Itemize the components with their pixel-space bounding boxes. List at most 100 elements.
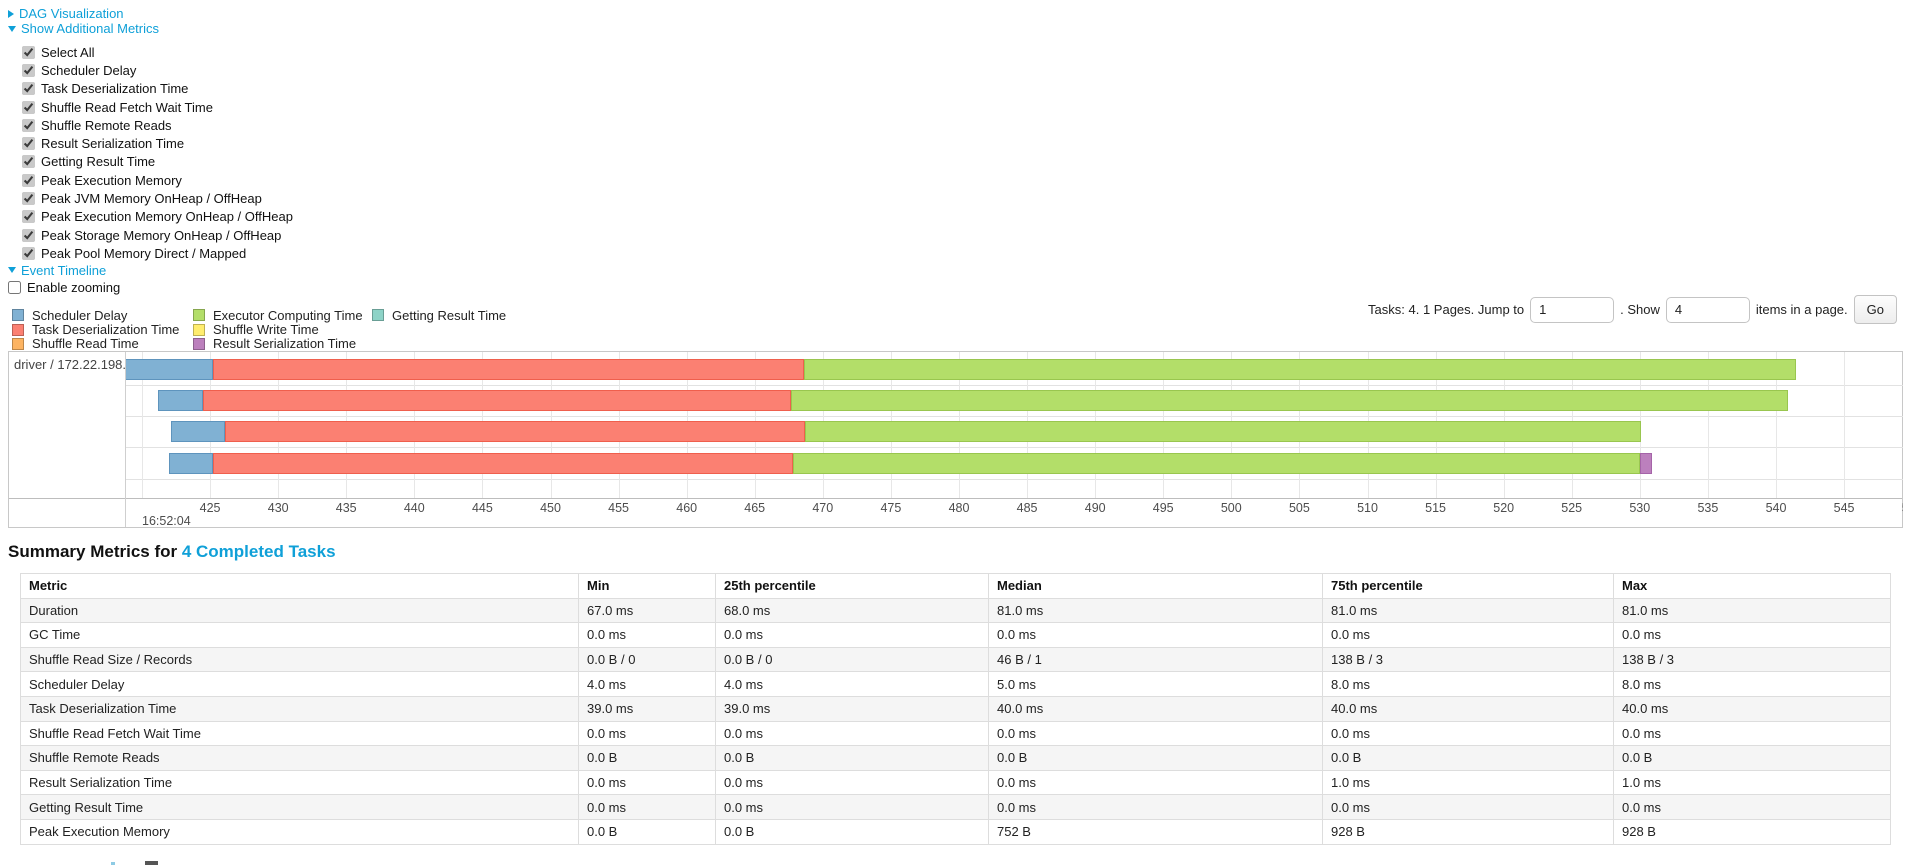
metric-checkbox-item: Peak Storage Memory OnHeap / OffHeap bbox=[22, 226, 293, 244]
timeline-bar-segment-task_deserialization[interactable] bbox=[203, 390, 791, 411]
summary-metric-value: 39.0 ms bbox=[715, 695, 989, 722]
go-button[interactable]: Go bbox=[1853, 295, 1897, 324]
summary-metric-value: 0.0 ms bbox=[715, 720, 989, 747]
timeline-legend: Scheduler Delay Task Deserialization Time… bbox=[12, 308, 506, 351]
summary-metric-value: 138 B / 3 bbox=[1613, 646, 1891, 673]
metric-checkbox[interactable] bbox=[22, 100, 35, 114]
summary-metric-value: 0.0 ms bbox=[715, 622, 989, 648]
axis-tick-label: 490 bbox=[1084, 501, 1106, 515]
legend-item: Scheduler Delay bbox=[12, 308, 193, 323]
metric-checkbox-item: Getting Result Time bbox=[22, 153, 293, 171]
gridline bbox=[1707, 352, 1709, 498]
timeline-plot-area bbox=[125, 352, 1903, 498]
metric-checkbox-label: Shuffle Remote Reads bbox=[41, 117, 172, 133]
summary-metric-value: 40.0 ms bbox=[1613, 695, 1891, 722]
summary-metric-value: 0.0 ms bbox=[1613, 794, 1891, 820]
axis-tick-label: 435 bbox=[335, 501, 357, 515]
legend-label: Shuffle Read Time bbox=[32, 336, 139, 352]
legend-item: Result Serialization Time bbox=[193, 336, 372, 351]
timeline-bar-segment-scheduler_delay[interactable] bbox=[158, 390, 204, 411]
enable-zooming-checkbox[interactable] bbox=[8, 281, 21, 295]
summary-metric-value: 0.0 ms bbox=[715, 769, 989, 796]
legend-and-pagination-row: Scheduler Delay Task Deserialization Time… bbox=[8, 295, 1899, 351]
metric-checkbox[interactable] bbox=[22, 63, 35, 77]
metric-checkbox-label: Result Serialization Time bbox=[41, 136, 185, 152]
summary-metric-value: 0.0 ms bbox=[988, 794, 1323, 820]
axis-tick-label: 505 bbox=[1288, 501, 1310, 515]
enable-zooming-label: Enable zooming bbox=[27, 280, 121, 296]
axis-tick-label: 455 bbox=[608, 501, 630, 515]
metric-checkbox-item: Peak Pool Memory Direct / Mapped bbox=[22, 244, 293, 262]
summary-metric-value: 46 B / 1 bbox=[988, 646, 1323, 673]
metric-checkbox-label: Peak JVM Memory OnHeap / OffHeap bbox=[41, 191, 262, 207]
dag-visualization-toggle[interactable]: DAG Visualization bbox=[8, 6, 293, 21]
legend-swatch-shuffle_read bbox=[12, 337, 24, 350]
legend-label: Shuffle Write Time bbox=[213, 322, 319, 338]
summary-metric-value: 40.0 ms bbox=[988, 695, 1323, 722]
metric-checkbox-label: Getting Result Time bbox=[41, 154, 156, 170]
summary-metric-name: Peak Execution Memory bbox=[20, 818, 579, 845]
summary-metric-value: 4.0 ms bbox=[578, 671, 716, 697]
legend-swatch-scheduler_delay bbox=[12, 309, 24, 322]
summary-table-row: Shuffle Read Fetch Wait Time 0.0 ms 0.0 ms… bbox=[20, 720, 1891, 747]
timeline-bar-segment-scheduler_delay[interactable] bbox=[125, 359, 214, 380]
axis-tick-label: 450 bbox=[540, 501, 561, 515]
metric-checkbox[interactable] bbox=[22, 173, 35, 187]
axis-baseline bbox=[9, 498, 1902, 499]
timeline-bar-segment-executor_computing[interactable] bbox=[791, 390, 1788, 411]
timeline-group-label: driver / 172.22.198.104 bbox=[14, 357, 148, 372]
metric-checkbox[interactable] bbox=[22, 192, 35, 206]
timeline-bar-segment-scheduler_delay[interactable] bbox=[171, 421, 225, 442]
metric-checkbox[interactable] bbox=[22, 155, 35, 169]
summary-metric-name: Shuffle Remote Reads bbox=[20, 745, 579, 771]
timeline-bar-segment-task_deserialization[interactable] bbox=[213, 453, 793, 474]
axis-tick-label: 460 bbox=[676, 501, 698, 515]
pagination-suffix-text: items in a page. bbox=[1755, 302, 1848, 317]
show-additional-metrics-toggle[interactable]: Show Additional Metrics bbox=[8, 21, 293, 36]
summary-metric-value: 8.0 ms bbox=[1322, 671, 1614, 697]
summary-metric-value: 0.0 B bbox=[988, 745, 1323, 771]
metric-checkbox[interactable] bbox=[22, 137, 35, 151]
summary-table-row: Shuffle Remote Reads 0.0 B 0.0 B 0.0 B 0.0 B… bbox=[20, 745, 1891, 771]
completed-tasks-link[interactable]: 4 Completed Tasks bbox=[181, 542, 336, 561]
timeline-bar-segment-result_serialization[interactable] bbox=[1640, 453, 1652, 474]
timeline-bar-segment-executor_computing[interactable] bbox=[793, 453, 1640, 474]
summary-metric-value: 5.0 ms bbox=[988, 671, 1323, 697]
axis-tick-label: 440 bbox=[403, 501, 425, 515]
axis-tick-label: 540 bbox=[1765, 501, 1787, 515]
metric-checkbox[interactable] bbox=[22, 246, 35, 260]
gridline bbox=[1844, 352, 1846, 498]
metric-checkbox[interactable] bbox=[22, 82, 35, 96]
summary-col-header: 25th percentile bbox=[715, 573, 989, 599]
row-separator-line bbox=[125, 416, 1903, 417]
row-separator-line bbox=[125, 447, 1903, 448]
timeline-bar-segment-scheduler_delay[interactable] bbox=[169, 453, 214, 474]
axis-tick-label: 495 bbox=[1152, 501, 1174, 515]
axis-tick-label: 550 bbox=[1892, 501, 1903, 515]
summary-metric-value: 68.0 ms bbox=[715, 597, 989, 624]
timeline-bar-segment-executor_computing[interactable] bbox=[804, 359, 1796, 380]
summary-metric-name: Scheduler Delay bbox=[20, 671, 579, 697]
metric-checkbox[interactable] bbox=[22, 210, 35, 224]
timeline-bar-segment-executor_computing[interactable] bbox=[805, 421, 1642, 442]
summary-metric-value: 81.0 ms bbox=[988, 597, 1323, 624]
timeline-bar-segment-task_deserialization[interactable] bbox=[213, 359, 805, 380]
summary-metric-value: 39.0 ms bbox=[578, 695, 716, 722]
summary-table-row: Task Deserialization Time 39.0 ms 39.0 ms 4… bbox=[20, 695, 1891, 722]
metric-checkbox[interactable] bbox=[22, 228, 35, 242]
metric-checkbox[interactable] bbox=[22, 45, 35, 59]
timeline-bar-segment-task_deserialization[interactable] bbox=[225, 421, 805, 442]
summary-metric-value: 0.0 ms bbox=[1322, 720, 1614, 747]
jump-to-page-input[interactable] bbox=[1530, 296, 1615, 323]
axis-major-time-label: 16:52:04 bbox=[142, 514, 191, 528]
summary-table-row: Result Serialization Time 0.0 ms 0.0 ms 0.0… bbox=[20, 769, 1891, 796]
summary-metric-value: 0.0 B / 0 bbox=[715, 646, 989, 673]
legend-item: Shuffle Write Time bbox=[193, 322, 372, 338]
items-per-page-input[interactable] bbox=[1665, 296, 1750, 323]
axis-tick-label: 430 bbox=[267, 501, 289, 515]
axis-tick-label: 485 bbox=[1016, 501, 1038, 515]
axis-tick-label: 480 bbox=[948, 501, 970, 515]
summary-table-row: Getting Result Time 0.0 ms 0.0 ms 0.0 ms 0.0… bbox=[20, 794, 1891, 820]
event-timeline-toggle[interactable]: Event Timeline bbox=[8, 263, 293, 278]
metric-checkbox[interactable] bbox=[22, 118, 35, 132]
